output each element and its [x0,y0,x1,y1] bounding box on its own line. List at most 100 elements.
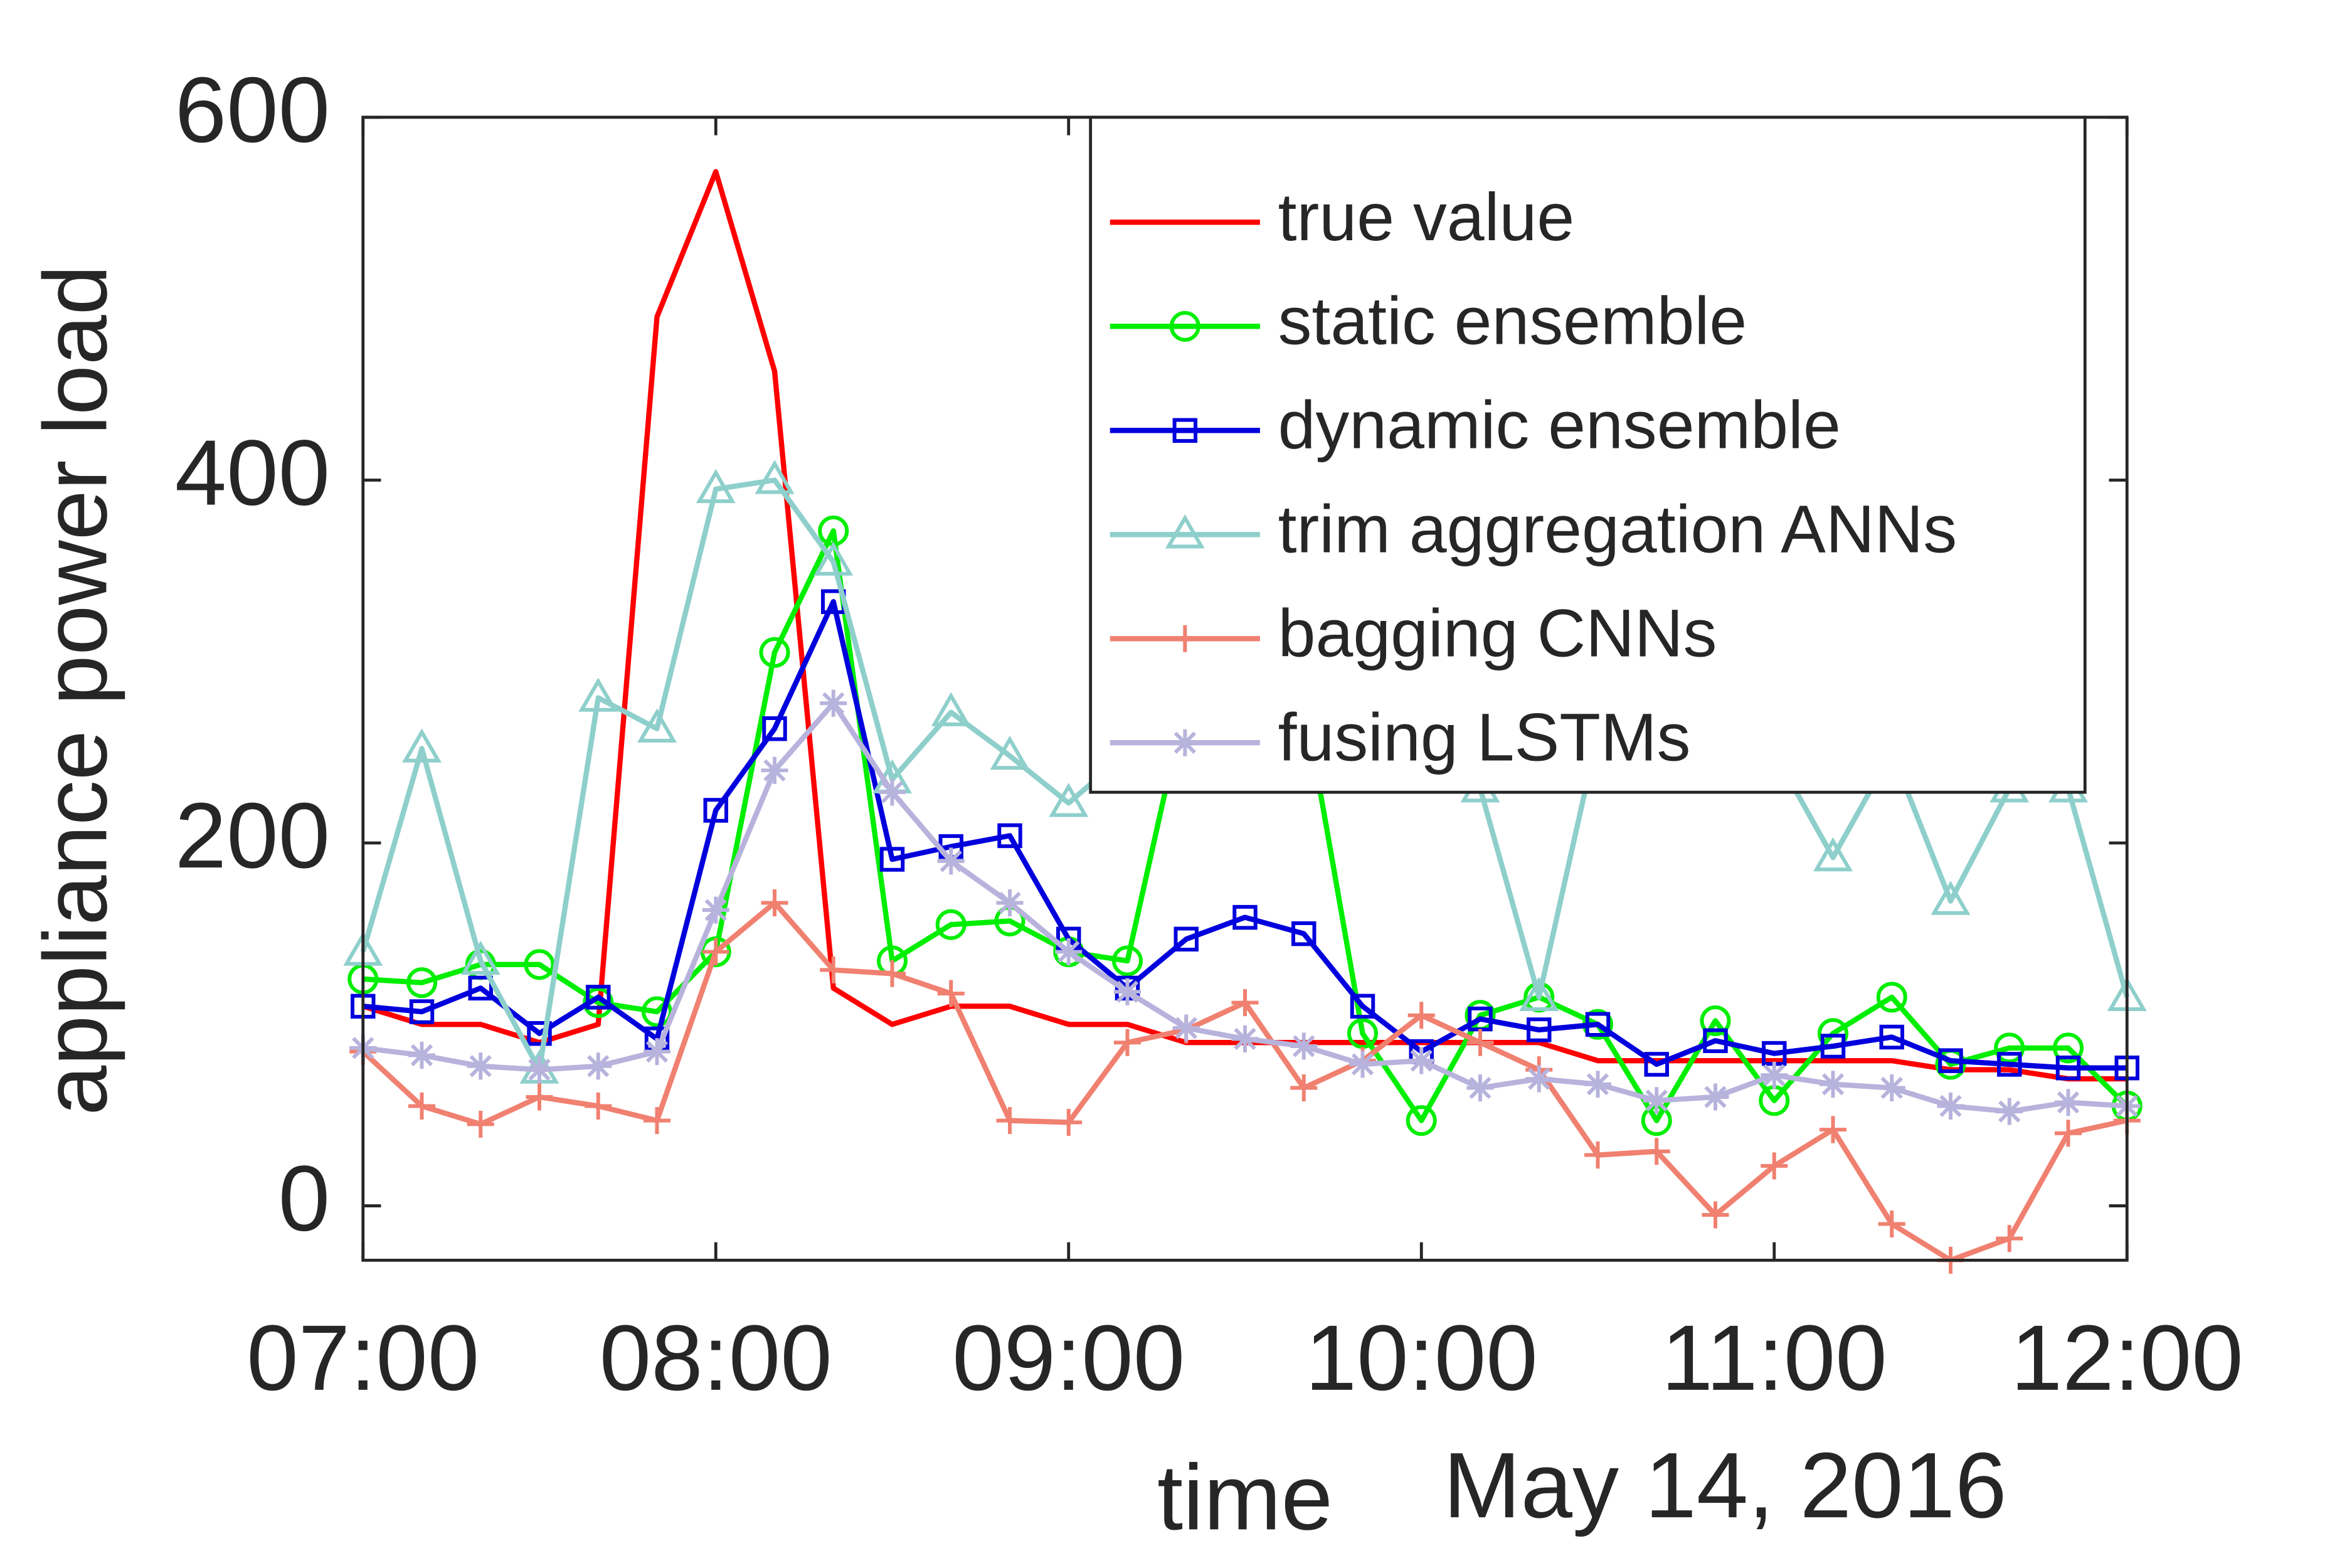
marker [2055,1055,2081,1081]
marker [1994,1032,2025,1064]
marker [408,1041,436,1069]
y-tick-label: 600 [175,58,330,162]
y-axis-label: appliance power load [25,265,125,1115]
marker [524,949,555,980]
marker [1407,1047,1435,1074]
marker [1406,1105,1437,1136]
marker [1171,625,1199,652]
marker [1172,418,1198,443]
marker [406,967,438,999]
marker [1111,945,1143,977]
marker [1290,1032,1318,1060]
x-axis-label: time [1157,1446,1333,1549]
marker [702,938,729,966]
marker [820,689,847,717]
marker [931,692,971,726]
marker [641,996,673,1027]
marker [1876,982,1907,1013]
marker [468,975,493,1001]
marker [643,1107,671,1135]
marker [1997,1052,2022,1077]
marker [1350,993,1375,1019]
marker [409,999,435,1024]
marker [1702,1083,1729,1111]
date-label: May 14, 2016 [1443,1434,2006,1537]
marker [1643,1138,1670,1165]
marker [585,1092,612,1120]
marker [408,1092,436,1120]
x-tick-label: 09:00 [952,1306,1185,1410]
marker [1055,938,1083,966]
legend-label: true value [1278,179,1575,255]
marker [1231,1025,1259,1052]
marker [1584,1071,1612,1098]
marker [2054,1089,2082,1116]
marker [467,1110,494,1138]
marker [1879,1024,1904,1050]
marker [1169,310,1200,342]
marker [1700,1005,1731,1037]
marker [1643,1087,1670,1115]
marker [1938,1048,1963,1073]
marker [1466,1029,1494,1056]
marker [990,735,1030,770]
marker [2052,1032,2084,1064]
x-tick-label: 08:00 [600,1306,832,1410]
marker [1113,1029,1142,1056]
marker [1878,1074,1905,1102]
marker [702,896,729,924]
marker [1644,1052,1669,1077]
marker [1878,1210,1905,1237]
marker [1819,1116,1847,1143]
legend-label: fusing LSTMs [1278,700,1691,775]
marker [1761,1152,1788,1180]
marker [1996,1098,2023,1125]
legend: true value static ensemble dynamic ensembl… [1089,115,2087,794]
marker [1584,1142,1612,1169]
marker [1290,1074,1318,1102]
marker [460,940,501,975]
marker [1996,1225,2023,1253]
marker [820,956,847,984]
y-tick-label: 200 [175,784,330,887]
legend-label: static ensemble [1278,283,1747,359]
legend-box [1089,115,2087,794]
marker [1055,1108,1083,1136]
marker [755,460,795,494]
marker [937,980,965,1007]
marker [1173,926,1199,952]
marker [1348,1051,1377,1078]
marker [585,1052,612,1080]
marker [1702,1201,1729,1229]
marker [1049,783,1089,817]
marker [1527,1017,1552,1042]
marker [1291,921,1316,946]
marker [1703,1028,1728,1054]
x-tick-label: 11:00 [1661,1306,1887,1410]
marker [526,1083,553,1111]
marker [703,798,728,823]
marker [762,716,787,741]
marker [997,823,1022,849]
marker [1113,978,1142,1005]
x-tick-label: 12:00 [2011,1306,2243,1410]
marker [1525,1065,1553,1093]
marker [996,1107,1024,1135]
marker [996,889,1024,916]
marker [637,708,677,743]
marker [1171,729,1199,756]
legend-label: bagging CNNs [1278,596,1717,671]
marker [1165,514,1205,549]
marker [2054,1120,2082,1147]
marker [1172,1014,1200,1042]
x-tick-label: 10:00 [1305,1306,1538,1410]
marker [1585,1012,1611,1037]
marker [1813,837,1853,872]
marker [1407,1002,1435,1029]
marker [761,756,788,784]
marker [813,541,854,576]
marker [937,847,965,875]
marker [643,1038,671,1066]
